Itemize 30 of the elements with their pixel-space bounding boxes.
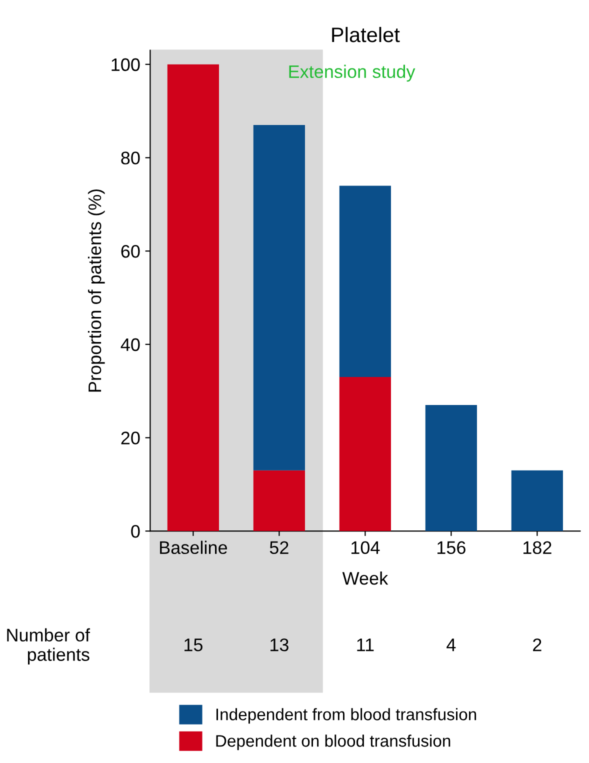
y-axis-title: Proportion of patients (%) — [88, 189, 105, 392]
text: 4 — [446, 638, 456, 652]
legend-label: Dependent on blood transfusion — [216, 734, 450, 750]
text: 11 — [357, 638, 374, 652]
bar — [253, 470, 305, 532]
x-tick-label: 156 — [437, 541, 466, 554]
y-tick-label: 40 — [120, 338, 140, 352]
y-tick-label: 80 — [121, 152, 140, 164]
text: 13 — [270, 638, 288, 652]
x-tick-label: 52 — [270, 541, 288, 554]
bar — [167, 64, 219, 532]
y-tick-label: 100 — [112, 58, 140, 72]
x-tick-label: Baseline — [160, 540, 228, 554]
chart-title: Platelet — [332, 26, 400, 42]
x-tick-label: 104 — [351, 541, 380, 554]
annotation: Extension study — [289, 64, 416, 82]
bar — [511, 470, 563, 532]
x-axis-title: Week — [342, 571, 388, 585]
text: 2 — [533, 638, 542, 652]
y-tick-label: 20 — [121, 432, 140, 444]
bar — [339, 377, 391, 532]
text: Number of patients — [7, 628, 90, 665]
text: 15 — [184, 638, 202, 652]
legend-label: Independent from blood transfusion — [216, 708, 476, 724]
bar — [339, 186, 391, 378]
y-tick-label: 0 — [131, 524, 140, 538]
bar — [253, 125, 305, 470]
x-tick-label: 182 — [523, 541, 552, 554]
y-tick-label: 60 — [121, 244, 140, 258]
bar — [425, 405, 477, 532]
